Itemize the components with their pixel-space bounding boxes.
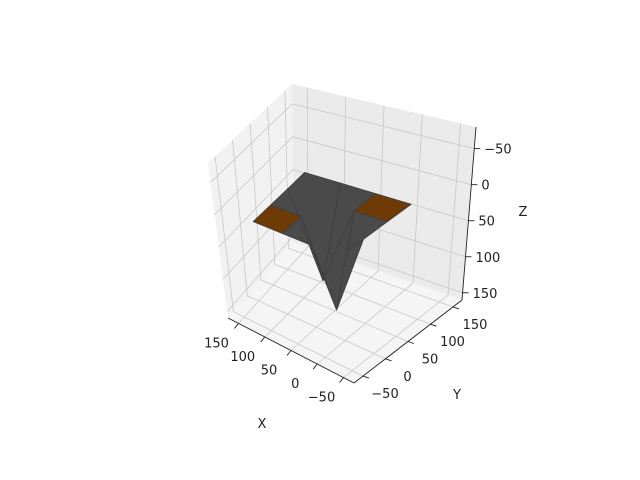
y-tick-tick [407, 341, 415, 344]
gridline-z [214, 136, 472, 215]
x-tick-tick [339, 377, 344, 383]
y-tick-tick [362, 375, 370, 379]
z-axis-line [461, 126, 477, 301]
x-tick-tick [234, 323, 239, 329]
z-axis-label: Z [519, 205, 528, 220]
x-tick-label: 50 [261, 364, 278, 379]
surface-patch [252, 204, 302, 234]
z-tick-label: −50 [484, 143, 511, 158]
x-tick-label: −50 [308, 391, 335, 406]
y-tick-label: 150 [463, 318, 488, 333]
y-tick-label: −50 [371, 387, 398, 402]
x-tick-tick [260, 336, 266, 343]
y-tick-tick [430, 323, 437, 327]
z-tick-label: 0 [481, 179, 489, 194]
x-tick-label: 0 [291, 377, 299, 392]
surface-plot [252, 172, 412, 311]
y-tick-label: 100 [440, 335, 465, 350]
y-tick-label: 0 [403, 370, 411, 385]
y-tick-label: 50 [422, 353, 439, 368]
x-tick-label: 150 [204, 336, 229, 351]
z-tick-label: 50 [478, 215, 495, 230]
y-tick-tick [385, 358, 392, 362]
z-tick-label: 150 [473, 287, 498, 302]
x-tick-tick [286, 350, 292, 356]
x-tick-label: 100 [230, 350, 255, 365]
x-tick-tick [312, 363, 318, 370]
y-tick-tick [452, 306, 460, 310]
y-axis-label: Y [452, 388, 461, 403]
gridline-z [210, 103, 475, 183]
z-tick-label: 100 [476, 251, 501, 266]
x-axis-label: X [258, 417, 267, 432]
